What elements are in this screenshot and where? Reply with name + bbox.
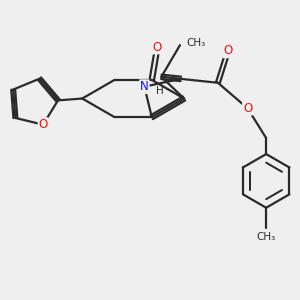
Text: CH₃: CH₃ bbox=[256, 232, 276, 242]
Text: O: O bbox=[243, 102, 252, 115]
Text: O: O bbox=[153, 40, 162, 54]
Text: N: N bbox=[140, 80, 149, 93]
Text: CH₃: CH₃ bbox=[186, 38, 206, 48]
Text: O: O bbox=[223, 44, 232, 57]
Text: O: O bbox=[38, 118, 48, 131]
Text: H: H bbox=[156, 86, 164, 96]
